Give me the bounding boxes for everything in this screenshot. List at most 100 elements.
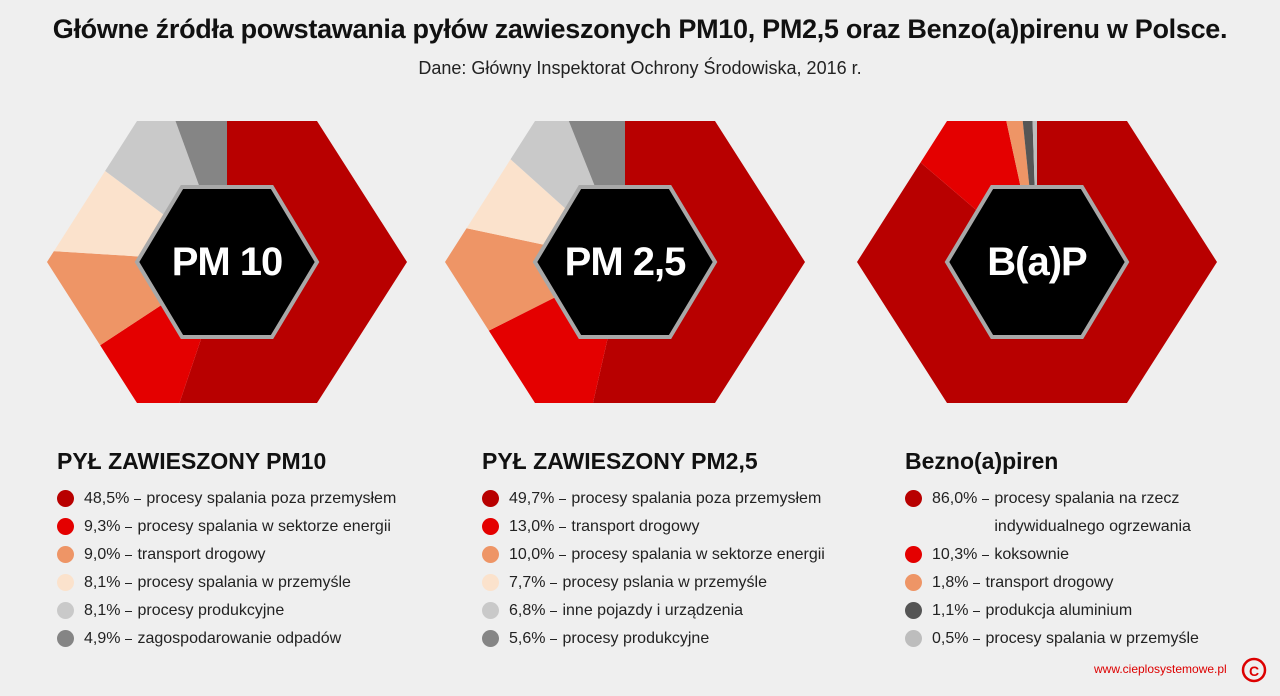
legend-title: PYŁ ZAWIESZONY PM2,5 (482, 448, 758, 474)
legend-label: procesy spalania poza przemysłem (571, 490, 822, 507)
legend-swatch (482, 518, 499, 535)
legend-separator (550, 583, 558, 584)
legend-value: 9,0% (84, 546, 121, 563)
pie-slice (1004, 121, 1037, 262)
legend-item: 13,0% transport drogowy (482, 513, 862, 541)
legend-separator (982, 499, 990, 500)
legend-separator (125, 555, 133, 556)
pie-slice (1026, 121, 1037, 262)
legend-value: 9,3% (84, 518, 121, 535)
center-hexagon (944, 185, 1130, 339)
legend-label: transport drogowy (985, 574, 1114, 591)
legend-label: inne pojazdy i urządzenia (562, 602, 744, 619)
legend-value: 13,0% (509, 518, 555, 535)
legend-separator (982, 555, 990, 556)
legend-item: 4,9% zagospodarowanie odpadów (57, 625, 437, 653)
legend-swatch (57, 602, 74, 619)
legend-separator (973, 611, 981, 612)
legend-label: procesy spalania poza przemysłem (146, 490, 397, 507)
legend-separator (973, 583, 981, 584)
legend-separator (559, 555, 567, 556)
legend-swatch (905, 574, 922, 591)
legend: PYŁ ZAWIESZONY PM2,5 49,7% procesy spalani… (482, 448, 862, 653)
legend-swatch (57, 574, 74, 591)
legend: PYŁ ZAWIESZONY PM10 48,5% procesy spalania… (57, 448, 437, 653)
pie-slice (857, 121, 1037, 262)
legend-swatch (482, 630, 499, 647)
page-title: Główne źródła powstawania pyłów zawieszo… (52, 14, 1228, 44)
legend-separator (125, 583, 133, 584)
legend-label: procesy produkcyjne (562, 630, 710, 647)
legend-item: 48,5% procesy spalania poza przemysłem (57, 485, 437, 513)
legend-item: 0,5% procesy spalania w przemyśle (905, 625, 1215, 653)
legend-separator (559, 499, 567, 500)
legend-value: 10,3% (932, 546, 978, 563)
legend-swatch (905, 490, 922, 507)
logo: C (1241, 657, 1267, 683)
center-label: PM 10 (172, 240, 283, 284)
legend-separator (134, 499, 142, 500)
pie-slice (968, 121, 1037, 262)
legend-label: produkcja aluminium (985, 602, 1133, 619)
legend-item: 86,0% procesy spalania na rzecz indywidua… (905, 485, 1215, 541)
legend-value: 48,5% (84, 490, 130, 507)
logo-ring (1241, 657, 1267, 683)
legend-swatch (482, 574, 499, 591)
legend-label: procesy produkcyjne (137, 602, 285, 619)
legend-title: PYŁ ZAWIESZONY PM10 (57, 448, 327, 474)
legend-label: procesy spalania w sektorze energii (137, 518, 391, 535)
legend-label: procesy spalania w przemyśle (985, 630, 1199, 647)
legend-swatch (482, 546, 499, 563)
legend-swatch (482, 602, 499, 619)
pie-slice (554, 121, 805, 403)
legend-separator (550, 639, 558, 640)
legend-separator (125, 639, 133, 640)
legend-value: 1,1% (932, 602, 969, 619)
legend-value: 10,0% (509, 546, 555, 563)
legend-label: koksownie (994, 546, 1070, 563)
legend-separator (125, 611, 133, 612)
legend-swatch (905, 546, 922, 563)
legend-item: 49,7% procesy spalania poza przemysłem (482, 485, 862, 513)
legend-label: zagospodarowanie odpadów (137, 630, 342, 647)
center-label: B(a)P (987, 240, 1087, 284)
legend-separator (973, 639, 981, 640)
center-hexagon (134, 185, 320, 339)
legend-value: 4,9% (84, 630, 121, 647)
legend-item: 10,3% koksownie (905, 541, 1215, 569)
charts: PM 10 PM 2,5 B(a)P (47, 121, 1217, 403)
pie-slice (47, 262, 227, 403)
legend-value: 8,1% (84, 602, 121, 619)
legend-label: procesy spalania w sektorze energii (571, 546, 825, 563)
legend-item: 1,8% transport drogowy (905, 569, 1215, 597)
legend-label: procesy pslania w przemyśle (562, 574, 767, 591)
pie-slice (47, 121, 227, 262)
legend-swatch (57, 546, 74, 563)
legend-item: 10,0% procesy spalania w sektorze energii (482, 541, 862, 569)
legend-item: 7,7% procesy pslania w przemyśle (482, 569, 862, 597)
center-label: PM 2,5 (565, 240, 686, 284)
legend-swatch (905, 602, 922, 619)
center-hexagon (532, 185, 718, 339)
legend-swatch (57, 518, 74, 535)
legend-swatch (57, 630, 74, 647)
legend-item: 1,1% produkcja aluminium (905, 597, 1215, 625)
legend-separator (559, 527, 567, 528)
pie-slice (506, 121, 625, 262)
legend-item: 5,6% procesy produkcyjne (482, 625, 862, 653)
legend-item: 6,8% inne pojazdy i urządzenia (482, 597, 862, 625)
legend-separator (550, 611, 558, 612)
legend-value: 5,6% (509, 630, 546, 647)
legend-item: 9,0% transport drogowy (57, 541, 437, 569)
page-subtitle: Dane: Główny Inspektorat Ochrony Środowi… (418, 58, 862, 78)
legend-value: 86,0% (932, 490, 978, 507)
logo-letter: C (1249, 663, 1259, 679)
legend-value: 1,8% (932, 574, 969, 591)
legend-item: 8,1% procesy produkcyjne (57, 597, 437, 625)
legend-label: transport drogowy (137, 546, 266, 563)
legend-swatch (57, 490, 74, 507)
pie-slice (124, 121, 407, 403)
legend-swatch (905, 630, 922, 647)
legend-swatch (482, 490, 499, 507)
